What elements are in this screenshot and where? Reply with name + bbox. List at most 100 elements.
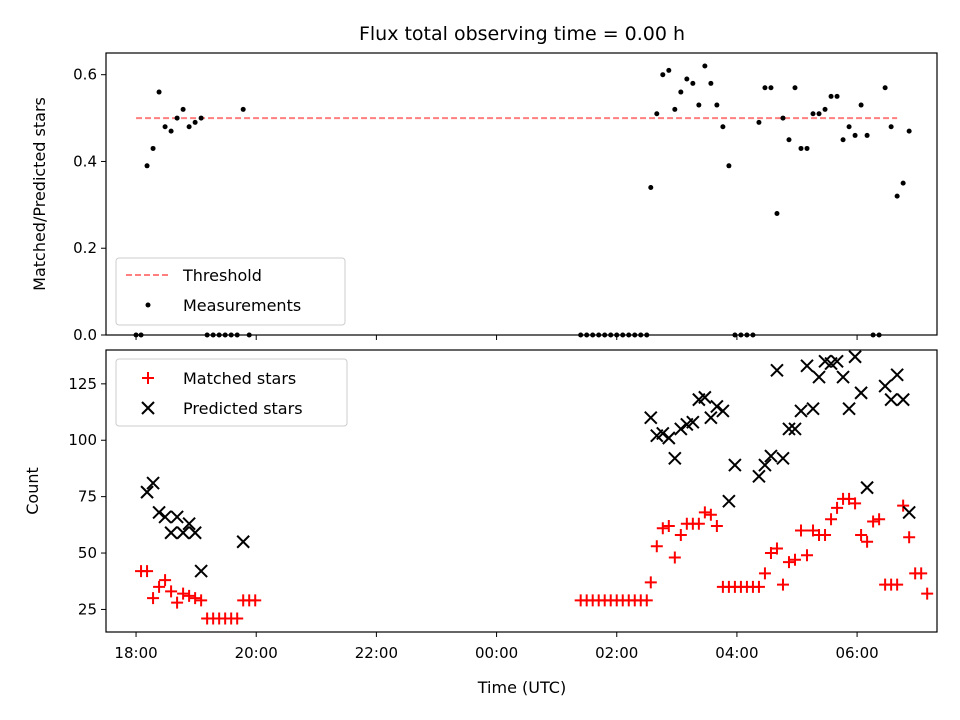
predicted-star-point [146, 476, 160, 490]
predicted-star-point [800, 359, 814, 373]
matched-star-point [147, 592, 160, 605]
matched-star-point [801, 549, 814, 562]
matched-star-point [692, 517, 705, 530]
measurement-point [180, 106, 186, 112]
legend-predicted-swatch [141, 401, 155, 415]
measurement-point [660, 72, 666, 78]
matched-star-point [249, 594, 262, 607]
measurement-point [780, 115, 786, 121]
bottom-y-ticks: 25 50 75 100 125 [68, 375, 106, 618]
chart-title: Flux total observing time = 0.00 h [359, 23, 685, 45]
bottom-y-tick-label: 50 [78, 544, 97, 562]
predicted-star-point [776, 451, 790, 465]
measurement-point [240, 106, 246, 112]
matched-star-point [698, 506, 711, 519]
matched-star-point [153, 580, 166, 593]
predicted-star-point [710, 399, 724, 414]
x-tick-label: 20:00 [235, 644, 278, 662]
measurement-point [744, 332, 750, 338]
measurement-point [738, 332, 744, 338]
measurement-point [648, 184, 654, 190]
measurement-point [822, 106, 828, 112]
predicted-star-point [758, 458, 772, 472]
measurement-point [714, 102, 720, 108]
predicted-star-point [890, 368, 904, 382]
predicted-star-point [194, 564, 208, 578]
measurement-point [162, 124, 168, 130]
matched-star-point [752, 580, 765, 593]
measurement-point [840, 137, 846, 143]
measurement-point [726, 163, 732, 169]
matched-star-point [897, 499, 910, 512]
measurement-point [654, 111, 660, 117]
measurement-point [222, 332, 228, 338]
top-y-tick-label: 0.0 [73, 326, 97, 344]
matched-star-point [195, 594, 208, 607]
measurement-point [684, 76, 690, 82]
matched-star-point [807, 524, 820, 537]
measurement-point [666, 67, 672, 73]
predicted-star-point [644, 410, 658, 425]
measurement-point [774, 211, 780, 217]
x-tick-label: 18:00 [114, 644, 157, 662]
measurement-point [846, 124, 852, 130]
measurement-point [864, 132, 870, 138]
x-tick-label: 06:00 [835, 644, 878, 662]
measurement-point [768, 85, 774, 91]
matched-star-point [165, 585, 178, 598]
measurement-point [228, 332, 234, 338]
predicted-star-point [836, 370, 850, 384]
predicted-star-point [788, 422, 802, 436]
matched-star-point [644, 576, 657, 589]
measurement-point [888, 124, 894, 130]
matched-star-point [189, 592, 202, 605]
measurement-point [852, 132, 858, 138]
matched-star-point [825, 513, 838, 526]
x-tick-label: 04:00 [715, 644, 758, 662]
predicted-star-point [176, 526, 190, 540]
measurement-point [756, 119, 762, 125]
predicted-star-point [854, 386, 868, 400]
predicted-star-point [722, 494, 736, 508]
top-x-ticks [135, 335, 858, 340]
top-y-ticks: 0.0 0.2 0.4 0.6 [73, 66, 106, 344]
matched-star-point [782, 556, 795, 569]
measurement-point [638, 332, 644, 338]
measurement-point [810, 111, 816, 117]
measurement-point [720, 124, 726, 130]
measurement-point [786, 137, 792, 143]
measurement-point [732, 332, 738, 338]
bottom-legend-box [115, 358, 348, 427]
predicted-star-point [902, 505, 916, 520]
matched-star-point [656, 522, 669, 535]
matched-star-point [843, 492, 856, 505]
predicted-star-point [674, 422, 688, 436]
x-tick-label: 02:00 [595, 644, 638, 662]
legend-measurements-label: Measurements [183, 296, 301, 315]
measurement-point [584, 332, 590, 338]
measurement-point [590, 332, 596, 338]
predicted-star-point [782, 422, 796, 436]
matched-star-point [668, 551, 681, 564]
predicted-star-point [848, 350, 862, 364]
matched-star-point [873, 513, 886, 526]
top-legend-box [115, 257, 346, 326]
matched-star-point [758, 567, 771, 580]
matched-star-point [788, 553, 801, 566]
matched-star-point [903, 531, 916, 544]
matched-star-point [177, 587, 190, 600]
predicted-star-point [884, 392, 898, 407]
matched-star-point [776, 578, 789, 591]
bottom-y-tick-label: 75 [78, 488, 97, 506]
measurement-point [870, 332, 876, 338]
predicted-star-point [764, 449, 778, 463]
measurement-point [168, 128, 174, 134]
measurement-point [672, 106, 678, 112]
measurement-point [708, 80, 714, 86]
predicted-star-point [860, 480, 874, 495]
bottom-y-axis-label: Count [23, 467, 42, 515]
top-panel: 0.0 0.2 0.4 0.6 Matched/Predicted stars Thr… [30, 52, 938, 344]
measurement-point [644, 332, 650, 338]
predicted-star-point [668, 451, 682, 465]
